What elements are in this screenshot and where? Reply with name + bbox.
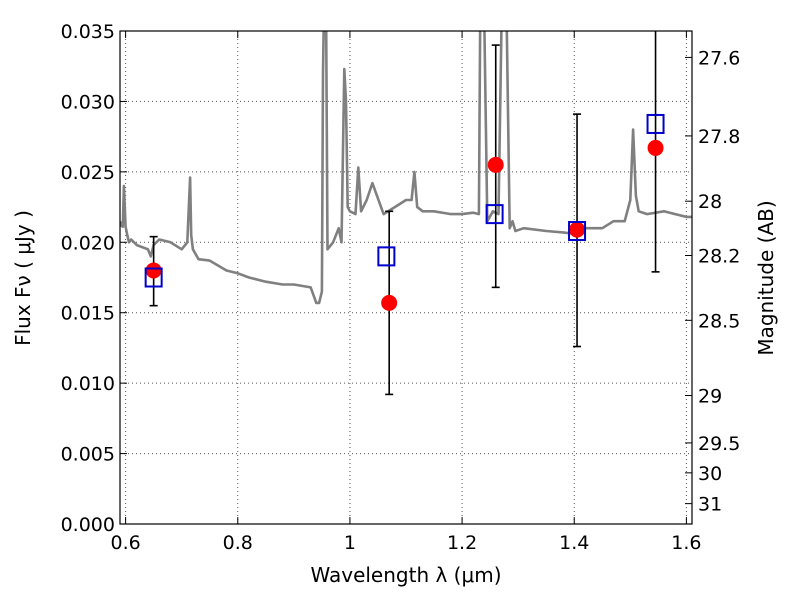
x-axis-label: Wavelength λ (μm) [310,563,501,587]
mag-tick-label: 28.2 [698,246,740,268]
mag-tick-label: 29 [698,385,722,407]
mag-tick-label: 29.5 [698,433,740,455]
x-tick-label: 0.8 [223,532,253,554]
mag-tick-label: 27.8 [698,126,740,148]
mag-tick-label: 31 [698,494,722,516]
y-tick-label: 0.035 [61,21,115,43]
model-flux-square [568,221,587,242]
observed-flux-point [647,139,664,156]
y-tick-label: 0.005 [61,444,115,466]
y-tick-label: 0.010 [61,373,115,395]
observed-flux-point [145,262,162,279]
y-tick-label: 0.000 [61,514,115,536]
model-flux-square [646,113,665,134]
model-flux-square [144,267,163,288]
plot-area [120,31,692,396]
y-tick-label: 0.030 [61,91,115,113]
y-tick-label: 0.020 [61,232,115,254]
observed-flux-point [487,156,504,173]
x-tick-label: 1.6 [671,532,701,554]
axis-ticks: 0.6 0.8 1 1.2 1.4 1.6 0.000 0.005 0.010 0.015 0.02… [61,21,741,554]
x-tick-label: 1.2 [447,532,477,554]
model-spectrum-line [120,31,692,305]
y-tick-label: 0.025 [61,162,115,184]
observed-flux-point [569,221,586,238]
plot-frame [119,30,693,525]
x-tick-label: 1 [344,532,356,554]
x-tick-label: 0.6 [110,532,140,554]
mag-tick-label: 30 [698,463,722,485]
grid [120,31,692,524]
model-flux-square [485,204,504,225]
mag-tick-label: 28.5 [698,310,740,332]
observed-flux-point [381,294,398,311]
model-flux-square [377,246,396,267]
y-tick-label: 0.015 [61,303,115,325]
mag-tick-label: 27.6 [698,47,740,69]
y-axis-label: Flux Fν ( μJy ) [11,210,35,346]
mag-tick-label: 28 [698,191,722,213]
y2-axis-label: Magnitude (AB) [754,200,778,355]
x-tick-label: 1.4 [559,532,589,554]
